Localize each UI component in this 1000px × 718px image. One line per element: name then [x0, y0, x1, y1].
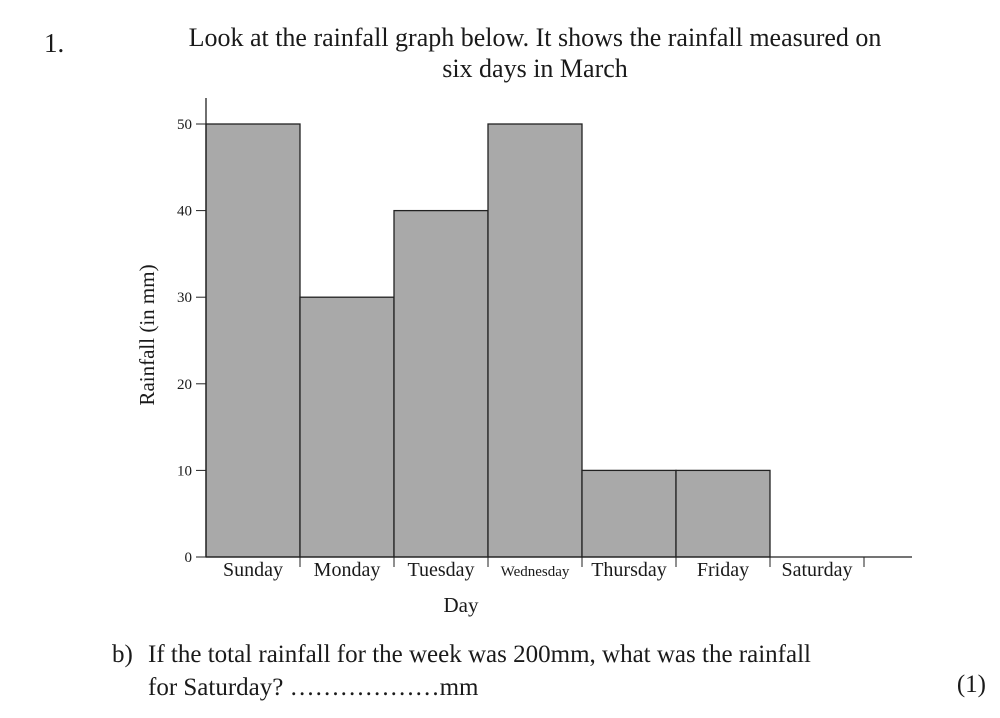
x-tick-label-saturday: Saturday — [781, 559, 852, 581]
question-intro: Look at the rainfall graph below. It sho… — [120, 22, 950, 84]
x-tick-label-tuesday: Tuesday — [407, 559, 474, 581]
x-tick-label-monday: Monday — [314, 559, 381, 581]
part-b-letter: b) — [112, 641, 133, 668]
y-tick-label-40: 40 — [177, 204, 192, 220]
bar-tuesday — [393, 209, 489, 558]
y-axis-label: Rainfall (in mm) — [135, 264, 159, 405]
question-number: 1. — [44, 28, 65, 58]
bar-sunday — [205, 123, 301, 558]
y-ticks-group: 0 10 20 30 40 50 — [177, 117, 206, 566]
part-b-line-1: If the total rainfall for the week was 2… — [148, 641, 811, 668]
y-tick-label-10: 10 — [177, 463, 192, 479]
bar-monday — [299, 296, 395, 558]
bar-wednesday — [487, 123, 583, 558]
bar-thursday — [581, 469, 677, 558]
x-ticks-group: Sunday Monday Tuesday Wednesday Thursday Frid… — [223, 557, 865, 581]
y-tick-label-20: 20 — [177, 377, 192, 393]
intro-line-1: Look at the rainfall graph below. It sho… — [188, 23, 882, 52]
intro-line-2: six days in March — [442, 54, 628, 83]
y-tick-label-0: 0 — [185, 550, 193, 566]
x-tick-label-thursday: Thursday — [591, 559, 667, 581]
marks-label: (1) — [956, 671, 986, 698]
x-tick-label-sunday: Sunday — [223, 559, 283, 581]
bars-group — [205, 123, 771, 558]
part-b-line-2: for Saturday? ………………mm — [148, 674, 479, 701]
y-tick-label-50: 50 — [177, 117, 192, 133]
bar-friday — [675, 469, 771, 558]
x-tick-label-friday: Friday — [697, 559, 749, 581]
x-tick-label-wednesday: Wednesday — [501, 564, 570, 580]
x-axis-label: Day — [444, 593, 479, 617]
y-tick-label-30: 30 — [177, 290, 192, 306]
